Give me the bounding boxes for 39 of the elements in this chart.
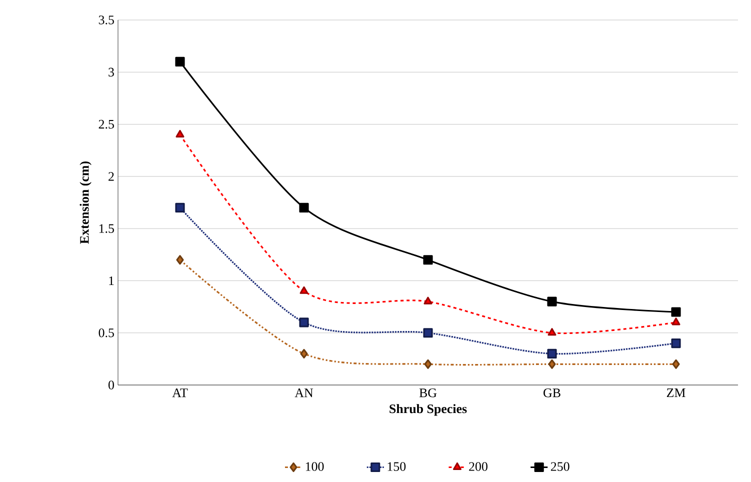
point (176, 130, 184, 138)
x-tick-label: BG (419, 388, 437, 398)
legend-label: 100 (306, 462, 324, 471)
point (672, 318, 680, 326)
x-tick-label: AN (294, 388, 314, 398)
point (299, 202, 309, 212)
y-tick-label: 1.5 (99, 224, 114, 233)
point (547, 348, 557, 358)
point (299, 318, 309, 328)
legend-label: 200 (469, 462, 488, 471)
point (548, 328, 556, 336)
point (300, 348, 308, 358)
x-tick-label: ZM (666, 388, 686, 397)
y-tick-label: 3 (108, 68, 114, 76)
point (548, 359, 556, 369)
point (671, 338, 681, 348)
point (424, 296, 432, 304)
x-axis-title: Shrub Species (390, 404, 467, 416)
x-tick-label: AT (172, 388, 188, 398)
y-tick-label: 2 (108, 172, 114, 181)
y-tick-label: 2.5 (98, 120, 114, 129)
legend-label: 250 (550, 462, 570, 471)
legend-label: 150 (388, 462, 406, 471)
y-tick-label: 0.5 (98, 328, 114, 338)
y-axis-title: Extension (cm) (80, 162, 92, 244)
point (175, 56, 185, 66)
point (672, 359, 680, 369)
point (175, 202, 185, 212)
point (176, 255, 184, 265)
point (300, 286, 308, 294)
point (671, 307, 681, 317)
point (423, 328, 433, 338)
y-tick-label: 1 (109, 276, 114, 285)
y-tick-label: 3.5 (98, 16, 114, 24)
point (423, 255, 433, 265)
point (424, 359, 432, 369)
y-tick-label: 0 (108, 380, 114, 390)
point (547, 296, 557, 306)
x-tick-label: GB (544, 388, 560, 398)
